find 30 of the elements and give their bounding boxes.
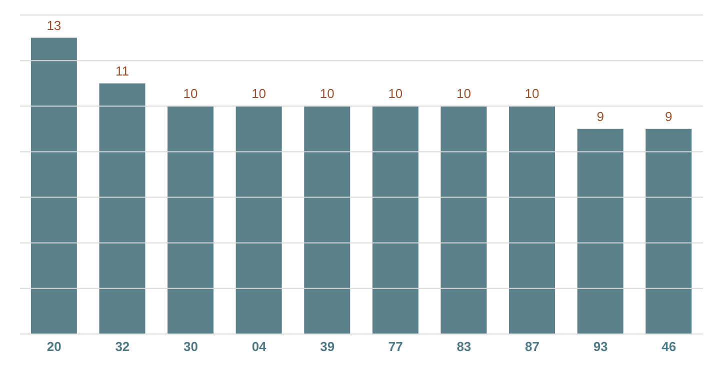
data-label: 9 [596, 108, 604, 124]
data-label: 10 [388, 86, 403, 102]
x-tick-label: 46 [662, 339, 676, 354]
data-label: 9 [665, 108, 672, 124]
bar [577, 128, 624, 334]
bar [236, 106, 282, 334]
x-tick-label: 39 [320, 339, 335, 354]
bar [372, 106, 418, 334]
bar [30, 38, 77, 334]
bar [168, 106, 214, 334]
data-label: 10 [456, 86, 471, 102]
x-tick-label: 87 [525, 339, 540, 354]
x-tick-label: 32 [115, 339, 130, 354]
data-label: 13 [46, 18, 62, 33]
x-tick-label: 77 [388, 339, 403, 354]
data-label: 10 [320, 86, 334, 102]
bar [304, 106, 350, 334]
x-tick-label: 83 [456, 339, 472, 354]
data-label: 10 [183, 86, 198, 102]
bar [440, 106, 487, 334]
data-label: 11 [115, 63, 129, 78]
x-tick-label: 93 [593, 339, 608, 354]
x-tick-label: 30 [184, 339, 198, 354]
data-label: 10 [524, 86, 540, 102]
data-label: 10 [252, 86, 266, 102]
x-tick-label: 20 [46, 339, 62, 354]
bar [646, 128, 692, 334]
x-tick-label: 04 [252, 339, 268, 354]
bar [509, 106, 556, 334]
bar [99, 83, 146, 334]
